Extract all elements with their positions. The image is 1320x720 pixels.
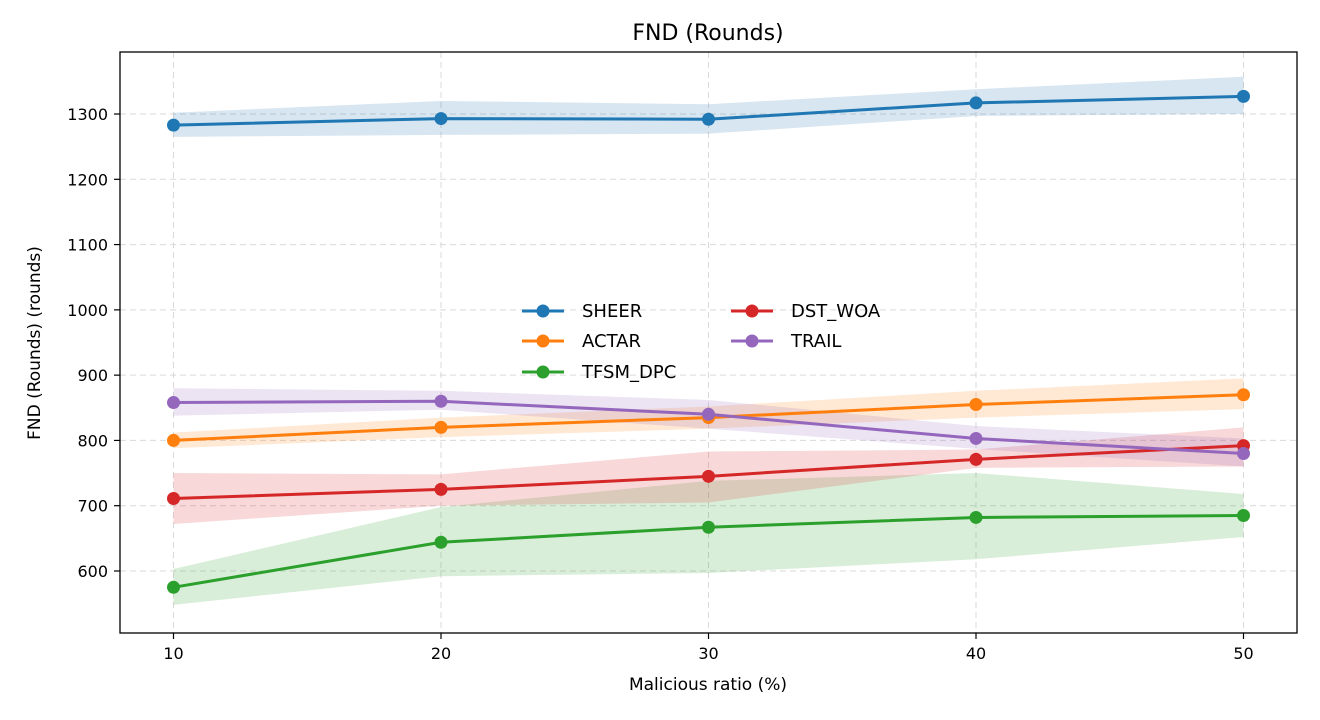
trail-band: [173, 388, 1244, 467]
tfsm-dpc-point: [969, 510, 983, 524]
sheer-point: [702, 112, 715, 126]
sheer-point: [969, 96, 983, 110]
legend-label: TFSM_DPC: [581, 362, 676, 383]
legend-label: TRAIL: [790, 331, 841, 352]
actar-point: [969, 398, 983, 412]
dst-woa-point: [969, 452, 983, 466]
trail-point: [702, 407, 715, 421]
sheer-point: [1237, 89, 1250, 103]
y-tick-label: 1200: [67, 170, 108, 189]
dst-woa-point: [434, 482, 448, 496]
x-tick-label: 20: [431, 644, 451, 663]
tfsm-dpc-point: [167, 580, 180, 594]
x-tick-label: 40: [966, 644, 986, 663]
legend-item-sheer: SHEER: [522, 301, 642, 322]
y-tick-label: 1100: [67, 236, 108, 255]
x-axis-ticks: 10 20 30 40 50: [163, 633, 1254, 663]
legend: SHEER ACTAR TFSM_DPC DST_WOA TRAIL: [522, 301, 881, 383]
legend-item-tfsm-dpc: TFSM_DPC: [522, 362, 676, 383]
x-tick-label: 10: [163, 644, 183, 663]
legend-item-dst-woa: DST_WOA: [731, 301, 881, 322]
tfsm-dpc-point: [1237, 508, 1250, 522]
y-tick-label: 800: [77, 431, 108, 450]
legend-swatch-marker: [745, 304, 759, 318]
trail-point: [969, 431, 983, 445]
y-axis-ticks: 600 700 800 900 1000 1100 1200 1300: [67, 105, 120, 581]
y-tick-label: 700: [77, 497, 108, 516]
y-axis-label: FND (Rounds) (rounds): [25, 246, 45, 440]
legend-swatch-marker: [536, 334, 550, 348]
dst-woa-point: [167, 492, 180, 506]
legend-item-actar: ACTAR: [522, 331, 641, 352]
x-axis-label: Malicious ratio (%): [629, 675, 787, 695]
legend-label: SHEER: [582, 301, 642, 322]
x-tick-label: 30: [698, 644, 718, 663]
legend-swatch-marker: [536, 304, 550, 318]
legend-swatch-marker: [536, 365, 550, 379]
x-tick-label: 50: [1233, 644, 1253, 663]
sheer-point: [434, 112, 448, 126]
tfsm-dpc-point: [434, 535, 448, 549]
y-tick-label: 1300: [67, 105, 108, 124]
legend-item-trail: TRAIL: [731, 331, 841, 352]
y-tick-label: 600: [77, 562, 108, 581]
legend-label: DST_WOA: [791, 301, 881, 322]
series-points: [167, 89, 1250, 594]
legend-label: ACTAR: [582, 331, 641, 352]
chart-title: FND (Rounds): [632, 21, 783, 46]
sheer-point: [167, 118, 180, 132]
tfsm-dpc-point: [702, 520, 715, 534]
dst-woa-point: [702, 469, 715, 483]
actar-point: [167, 433, 180, 447]
actar-point: [1237, 388, 1250, 402]
trail-point: [167, 396, 180, 410]
y-tick-label: 1000: [67, 301, 108, 320]
y-tick-label: 900: [77, 366, 108, 385]
tfsm-dpc-band: [173, 473, 1244, 605]
trail-point: [1237, 446, 1250, 460]
legend-swatch-marker: [745, 334, 759, 348]
actar-point: [434, 420, 448, 434]
trail-point: [434, 394, 448, 408]
